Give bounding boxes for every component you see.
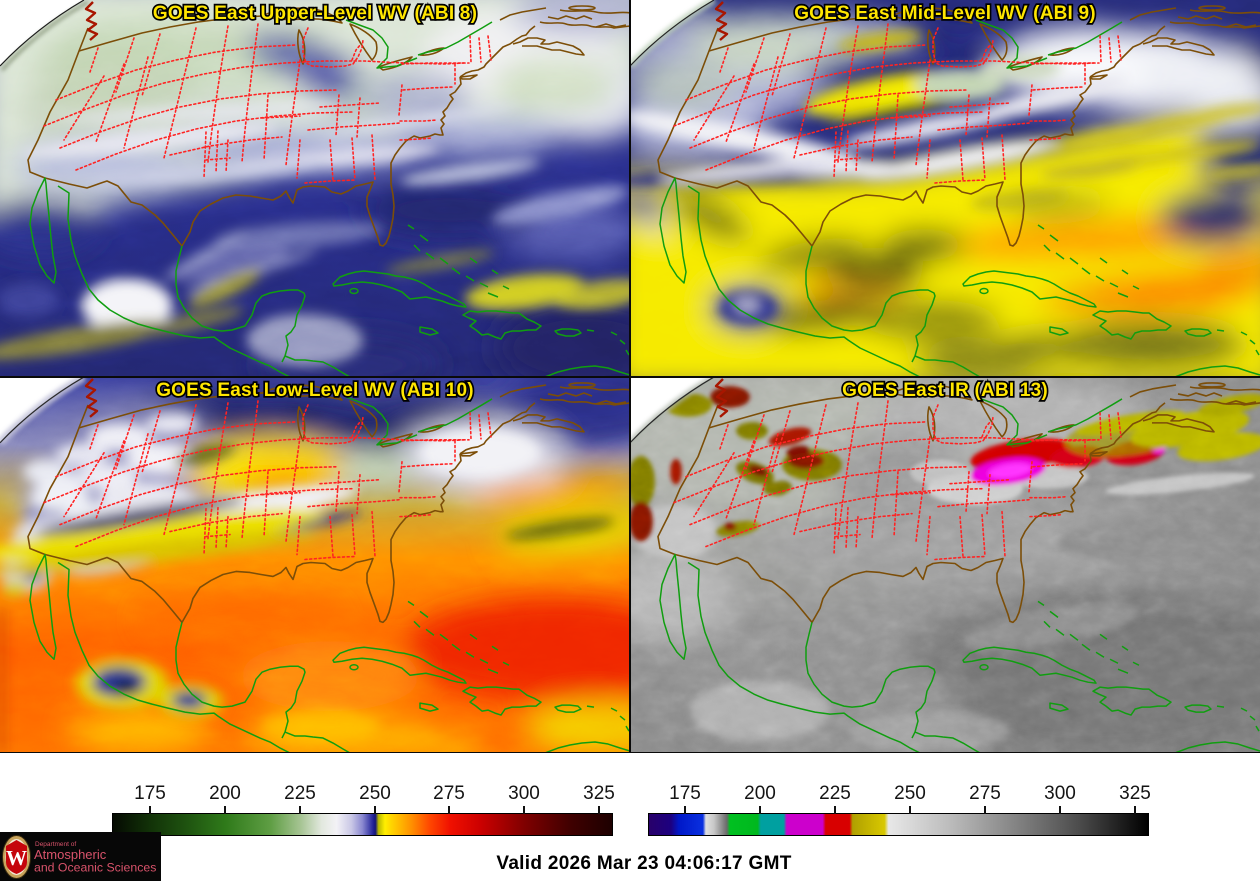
svg-text:Atmospheric: Atmospheric <box>34 847 107 862</box>
svg-text:GOES East IR (ABI 13): GOES East IR (ABI 13) <box>842 380 1048 401</box>
svg-text:GOES East Mid-Level WV (ABI 9): GOES East Mid-Level WV (ABI 9) <box>794 3 1096 24</box>
svg-text:and Oceanic Sciences: and Oceanic Sciences <box>34 861 156 875</box>
svg-text:W: W <box>6 846 27 870</box>
svg-text:Department of: Department of <box>35 841 76 848</box>
svg-text:GOES East Upper-Level WV (ABI: GOES East Upper-Level WV (ABI 8) <box>153 3 477 24</box>
svg-text:GOES East Low-Level WV (ABI 10: GOES East Low-Level WV (ABI 10) <box>156 380 474 401</box>
